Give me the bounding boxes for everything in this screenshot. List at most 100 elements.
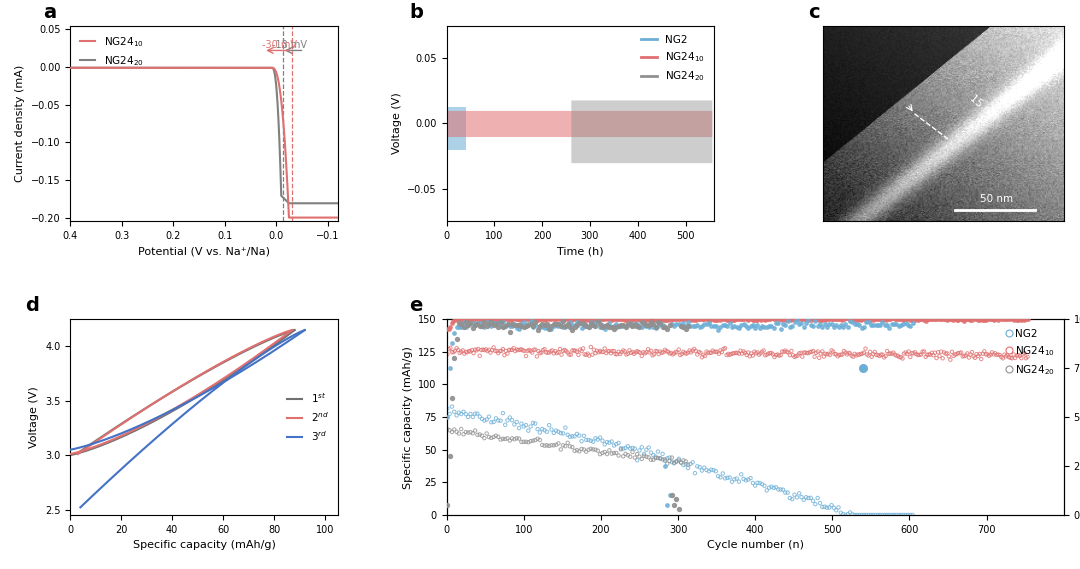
Point <box>797 314 814 323</box>
Point <box>645 322 662 331</box>
Point <box>740 348 757 357</box>
Point <box>894 315 912 324</box>
Point <box>630 348 647 357</box>
Point <box>524 348 541 357</box>
Point <box>619 319 636 328</box>
Point <box>1002 315 1020 324</box>
Point <box>529 325 546 334</box>
Point <box>707 321 725 331</box>
Point <box>667 457 685 466</box>
Point <box>827 350 845 359</box>
Point <box>556 345 573 354</box>
Point <box>675 319 692 328</box>
Point <box>698 320 715 329</box>
Point <box>524 321 541 331</box>
Point <box>806 314 823 323</box>
Point <box>531 321 549 331</box>
Point <box>516 314 534 323</box>
Point <box>550 439 567 448</box>
Point <box>673 321 690 331</box>
Point <box>942 355 959 364</box>
Point <box>874 318 891 327</box>
Point <box>525 315 542 324</box>
Point <box>746 316 764 325</box>
Point <box>874 350 891 359</box>
Point <box>548 440 565 450</box>
Point <box>462 409 480 418</box>
Point <box>464 318 482 327</box>
Point <box>834 315 851 324</box>
Point <box>880 349 897 358</box>
Point <box>788 316 806 325</box>
Point <box>477 345 495 354</box>
Point <box>483 418 500 427</box>
Point <box>654 321 672 330</box>
Point <box>932 315 949 324</box>
Point <box>883 319 901 328</box>
Point <box>593 315 610 324</box>
Point <box>822 315 839 324</box>
Point <box>492 315 510 324</box>
Point <box>462 315 480 324</box>
Point <box>885 314 902 323</box>
Point <box>698 465 715 475</box>
Point <box>805 496 822 505</box>
Point <box>673 458 690 467</box>
X-axis label: Cycle number (n): Cycle number (n) <box>706 540 804 550</box>
Point <box>714 320 731 329</box>
Point <box>625 349 643 358</box>
Point <box>797 348 814 357</box>
Point <box>851 350 868 359</box>
Point <box>553 314 570 323</box>
Point <box>718 315 735 324</box>
Point <box>829 352 847 361</box>
Point <box>669 315 686 324</box>
Point <box>475 323 492 332</box>
Point <box>772 485 789 494</box>
Point <box>543 321 561 331</box>
Point <box>594 347 611 356</box>
Point <box>649 322 666 331</box>
Point <box>991 314 1009 323</box>
Point <box>837 510 854 519</box>
Point <box>510 315 527 324</box>
Point <box>453 320 470 329</box>
Point <box>984 315 1001 324</box>
Point <box>941 314 958 323</box>
Point <box>469 409 486 418</box>
Point <box>629 314 646 323</box>
Point <box>468 314 485 323</box>
Legend: NG24$_{10}$, NG24$_{20}$: NG24$_{10}$, NG24$_{20}$ <box>76 31 148 72</box>
Point <box>795 348 812 357</box>
Point <box>999 351 1016 360</box>
Point <box>1018 352 1036 361</box>
Point <box>848 351 865 360</box>
Point <box>659 459 676 468</box>
Point <box>883 349 901 358</box>
Point <box>726 322 743 331</box>
Point <box>633 318 650 327</box>
Point <box>696 319 713 328</box>
Point <box>735 475 753 484</box>
Point <box>751 350 768 359</box>
Point <box>505 435 523 444</box>
Point <box>728 474 745 483</box>
Point <box>921 315 939 324</box>
Point <box>811 315 828 324</box>
Point <box>768 315 785 324</box>
Point <box>659 325 676 334</box>
Point <box>939 349 956 358</box>
Point <box>815 314 833 323</box>
Point <box>867 315 885 324</box>
Point <box>960 353 977 362</box>
Point <box>890 510 907 519</box>
Point <box>881 323 899 332</box>
Text: -13 mV: -13 mV <box>272 40 307 50</box>
Point <box>714 348 731 357</box>
Point <box>478 315 496 324</box>
Point <box>671 505 688 514</box>
Point <box>585 315 603 324</box>
Point <box>617 321 634 331</box>
Point <box>726 349 743 358</box>
Point <box>654 450 672 459</box>
